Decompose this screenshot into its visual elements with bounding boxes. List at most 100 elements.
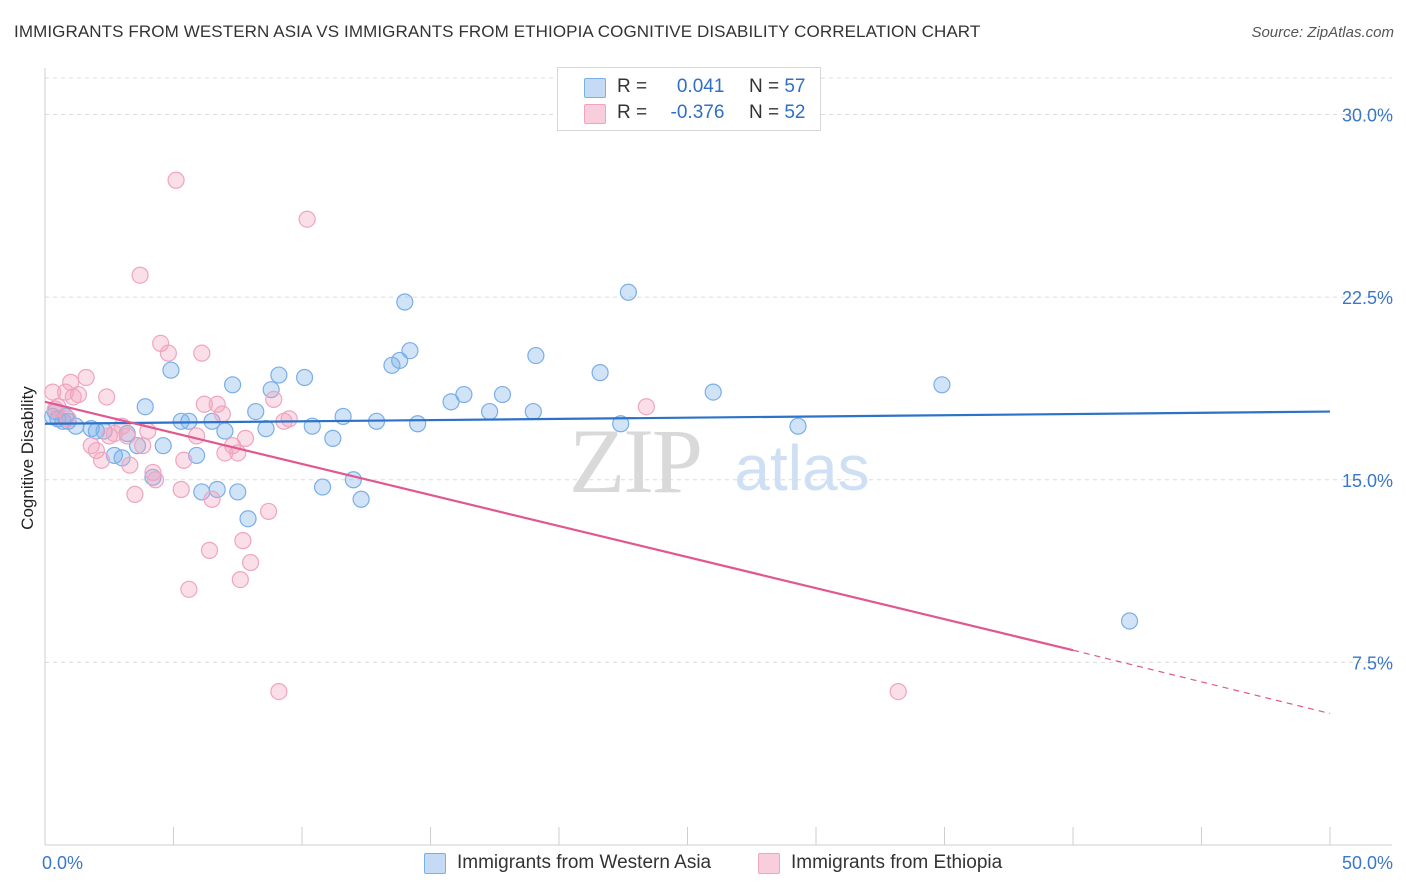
point-western-asia [933,376,951,394]
x-tick-label-min: 0.0% [42,853,83,873]
point-western-asia [612,415,630,433]
point-ethiopia [87,441,106,460]
watermark-atlas: atlas [734,432,869,504]
legend-n-label: N = [748,102,780,123]
point-western-asia [704,383,722,401]
correlation-legend: R = 0.041 N = 57 R = -0.376 N = 52 [557,67,821,131]
point-ethiopia [208,395,226,413]
x-tick-label-max: 50.0% [1342,853,1393,873]
point-western-asia [409,415,427,433]
point-western-asia [154,437,172,455]
y-tick-label: 30.0% [1342,106,1393,126]
legend-r-value-ethiopia: -0.376 [670,102,725,123]
point-western-asia [270,366,288,384]
point-ethiopia [280,410,298,428]
point-ethiopia [180,580,198,598]
point-ethiopia [69,385,88,404]
source-label: Source: ZipAtlas.com [1251,24,1394,41]
point-western-asia [352,490,370,508]
point-ethiopia [126,485,144,503]
point-ethiopia [82,437,100,455]
point-western-asia [493,385,512,404]
y-tick-label: 22.5% [1342,288,1393,308]
axes [44,68,1392,846]
point-ethiopia [98,388,116,406]
legend-r-label: R = [617,102,648,123]
point-western-asia [208,480,226,499]
point-western-asia [619,283,637,301]
bottom-legend-label-western-asia: Immigrants from Western Asia [457,852,712,873]
point-western-asia [396,293,414,311]
legend-text-ethiopia: R = -0.376 N = 52 [617,102,805,124]
point-western-asia [789,417,807,435]
point-western-asia [216,422,234,440]
point-ethiopia [200,541,219,559]
point-ethiopia [62,373,80,391]
legend-n-value-ethiopia: 52 [784,102,806,123]
point-ethiopia [195,395,213,413]
point-ethiopia [242,553,260,572]
point-western-asia [188,446,206,465]
point-ethiopia [121,456,139,474]
point-ethiopia [213,405,231,423]
bottom-legend-label-ethiopia: Immigrants from Ethiopia [791,852,1003,873]
point-ethiopia [134,437,152,455]
point-western-asia [591,364,609,382]
point-ethiopia [193,344,211,362]
point-western-asia [162,361,180,379]
point-ethiopia [265,390,283,409]
point-ethiopia [159,344,177,362]
legend-r-value-western-asia: 0.041 [676,76,725,97]
trend-line-western-asia [44,410,1331,425]
legend-n-value-western-asia: 57 [784,76,806,97]
bottom-legend-swatch-pink [758,853,780,874]
point-western-asia [229,483,247,501]
point-ethiopia [270,682,288,701]
point-ethiopia [118,427,136,445]
legend-text-western-asia: R = 0.041 N = 57 [617,76,805,98]
legend-swatch-blue [584,78,606,98]
trend-lines [44,400,1331,715]
point-western-asia [313,478,332,496]
point-ethiopia [203,490,221,508]
point-ethiopia [236,429,255,447]
legend-n-label: N = [748,76,780,97]
point-ethiopia [146,471,165,489]
point-ethiopia [231,570,249,589]
bottom-legend-swatch-blue [424,853,446,874]
point-western-asia [257,420,275,438]
trend-line-ethiopia-extension [1072,649,1331,715]
point-ethiopia [172,480,190,499]
point-western-asia [442,393,460,411]
point-western-asia [247,402,265,421]
chart-title: IMMIGRANTS FROM WESTERN ASIA VS IMMIGRAN… [14,22,981,41]
point-western-asia [524,402,542,421]
legend-r-label: R = [617,76,648,97]
point-western-asia [324,429,342,447]
point-ethiopia [175,451,193,469]
point-ethiopia [298,210,316,228]
point-ethiopia [259,502,278,521]
point-ethiopia [188,427,206,445]
point-western-asia [262,381,280,399]
point-western-asia [295,368,314,387]
point-ethiopia [77,368,95,387]
point-western-asia [144,468,162,486]
trend-line-ethiopia [44,400,1074,652]
point-western-asia [401,342,419,360]
point-western-asia [136,398,154,416]
y-tick-label: 7.5% [1352,653,1393,673]
point-western-asia [527,346,545,365]
point-ethiopia [131,266,149,284]
y-tick-label: 15.0% [1342,471,1393,491]
point-western-asia [455,385,473,404]
point-western-asia [239,510,257,528]
point-western-asia [481,402,499,421]
tick-labels: 7.5% 15.0% 22.5% 30.0% 0.0% 50.0% [42,106,1393,873]
point-ethiopia [92,451,111,469]
point-ethiopia [167,171,185,189]
watermark-zip: ZIP [569,410,701,512]
point-western-asia [1120,612,1139,630]
point-ethiopia [234,532,252,550]
